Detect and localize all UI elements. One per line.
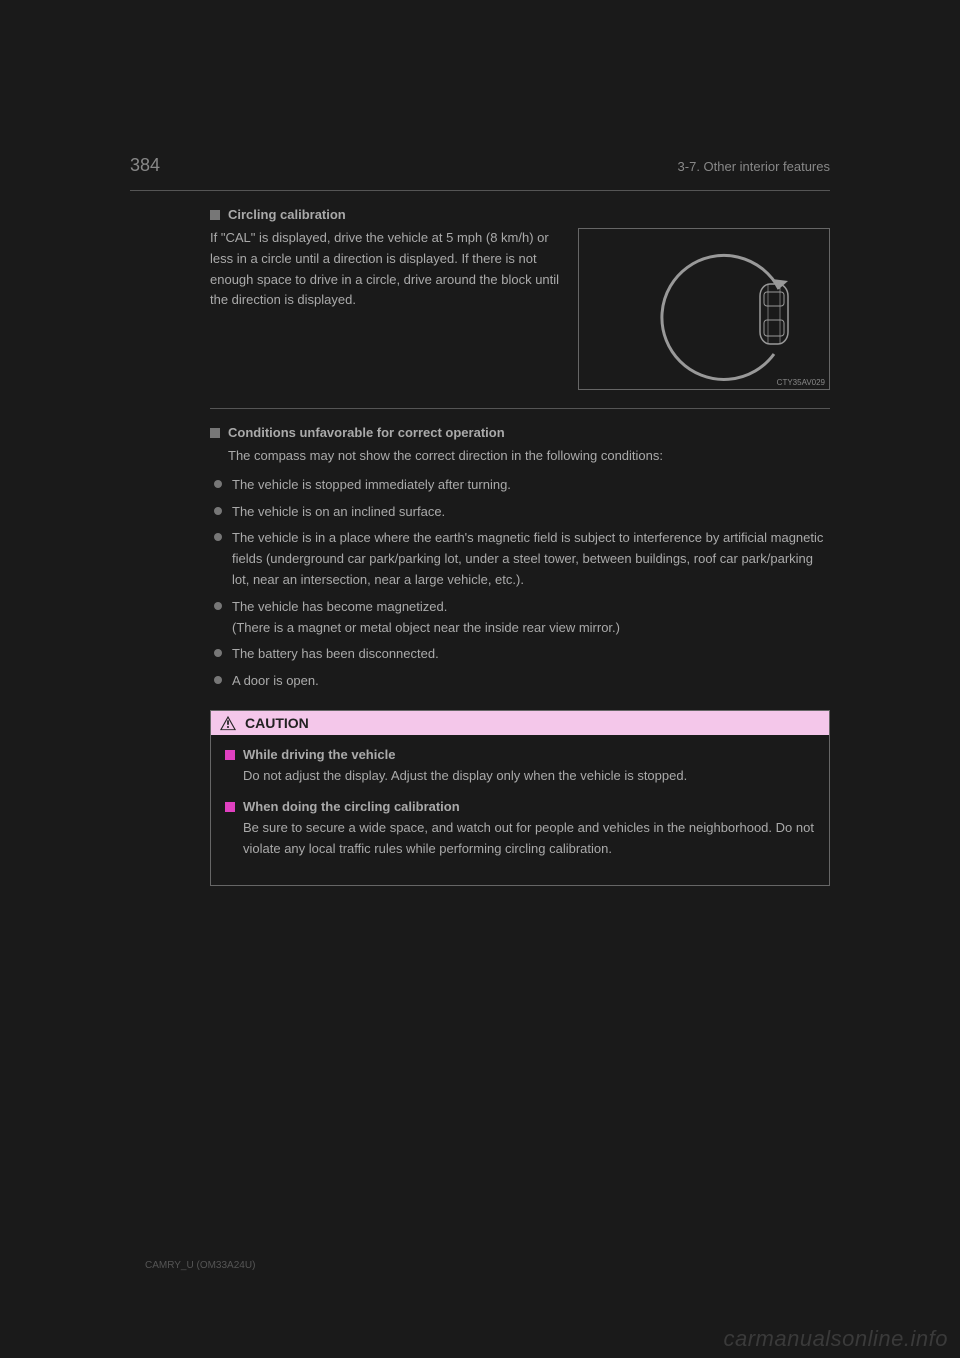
bullet-icon [214, 676, 222, 684]
section-reference: 3-7. Other interior features [678, 159, 830, 174]
bullet-icon [214, 649, 222, 657]
header-rule [130, 190, 830, 191]
list-item: The battery has been disconnected. [210, 644, 830, 665]
section-divider [210, 408, 830, 409]
footer-doc-code: CAMRY_U (OM33A24U) [145, 1260, 255, 1271]
section-title: Conditions unfavorable for correct opera… [228, 425, 505, 440]
section-body-text: If "CAL" is displayed, drive the vehicle… [210, 228, 562, 311]
caution-header-bar: CAUTION [211, 711, 829, 735]
caution-item-title: While driving the vehicle [243, 747, 395, 762]
warning-triangle-icon [219, 715, 237, 731]
bullet-icon [214, 507, 222, 515]
bullet-text: The battery has been disconnected. [232, 644, 439, 665]
bullet-icon [214, 533, 222, 541]
list-item: The vehicle is in a place where the eart… [210, 528, 830, 590]
bullet-list: The vehicle is stopped immediately after… [210, 475, 830, 692]
caution-item: When doing the circling calibration Be s… [225, 799, 815, 860]
calibration-diagram: CTY35AV029 [578, 228, 830, 390]
list-item: The vehicle is on an inclined surface. [210, 502, 830, 523]
section-conditions: Conditions unfavorable for correct opera… [210, 425, 830, 692]
bullet-icon [214, 480, 222, 488]
page-number: 384 [130, 155, 160, 176]
bullet-text: The vehicle is on an inclined surface. [232, 502, 445, 523]
caution-marker-icon [225, 802, 235, 812]
bullet-text: The vehicle is stopped immediately after… [232, 475, 511, 496]
caution-marker-icon [225, 750, 235, 760]
section-title: Circling calibration [228, 207, 346, 222]
section-marker-icon [210, 210, 220, 220]
diagram-code: CTY35AV029 [777, 378, 825, 387]
list-item: A door is open. [210, 671, 830, 692]
caution-box: CAUTION While driving the vehicle Do not… [210, 710, 830, 886]
section-marker-icon [210, 428, 220, 438]
section-intro-text: The compass may not show the correct dir… [210, 446, 830, 467]
list-item: The vehicle has become magnetized. (Ther… [210, 597, 830, 639]
bullet-text: A door is open. [232, 671, 319, 692]
caution-item-body: Do not adjust the display. Adjust the di… [225, 766, 815, 787]
section-circling-calibration: Circling calibration If "CAL" is display… [210, 207, 830, 390]
list-item: The vehicle is stopped immediately after… [210, 475, 830, 496]
caution-label: CAUTION [245, 715, 309, 731]
caution-item-title: When doing the circling calibration [243, 799, 460, 814]
caution-item-body: Be sure to secure a wide space, and watc… [225, 818, 815, 860]
watermark: carmanualsonline.info [723, 1326, 948, 1352]
caution-body: While driving the vehicle Do not adjust … [211, 735, 829, 885]
bullet-text: The vehicle has become magnetized. (Ther… [232, 597, 620, 639]
bullet-icon [214, 602, 222, 610]
page-header: 384 3-7. Other interior features [130, 155, 830, 182]
caution-item: While driving the vehicle Do not adjust … [225, 747, 815, 787]
bullet-text: The vehicle is in a place where the eart… [232, 528, 830, 590]
